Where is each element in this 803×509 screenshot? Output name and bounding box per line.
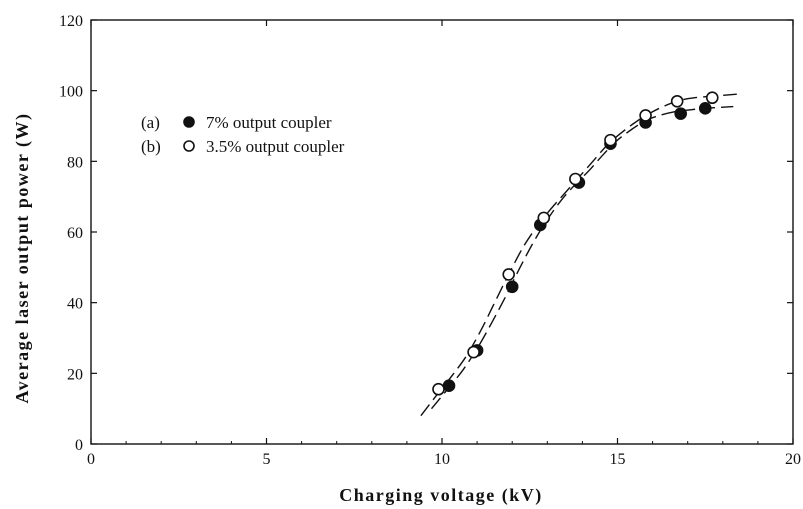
plot-frame: [90, 19, 794, 445]
data-point-a: [505, 280, 519, 294]
x-tick-label: 20: [785, 451, 801, 468]
plot-border: [90, 19, 794, 445]
data-point-a: [442, 379, 456, 393]
y-tick-label: 60: [67, 225, 83, 242]
data-point-b: [569, 172, 582, 186]
data-point-a: [698, 102, 712, 115]
y-tick-label: 40: [67, 296, 83, 313]
data-point-b: [604, 133, 617, 147]
data-points: [432, 91, 719, 396]
legend-marker: [183, 140, 195, 152]
data-point-b: [670, 94, 684, 108]
legend-tag: (b): [141, 137, 161, 156]
x-axis-label: Charging voltage (kV): [339, 485, 543, 506]
y-tick-label: 0: [75, 437, 83, 454]
x-tick-label: 0: [87, 451, 95, 468]
data-point-a: [674, 107, 687, 120]
x-tick-label: 15: [610, 451, 626, 468]
y-tick-label: 120: [59, 13, 83, 30]
y-tick-label: 20: [67, 366, 83, 383]
legend-label: 7% output coupler: [206, 113, 332, 132]
data-point-b: [467, 345, 480, 359]
x-tick-label: 10: [434, 451, 450, 468]
y-tick-label: 100: [59, 84, 83, 101]
axis-ticks: 0 5 10 15 20 0 20 40 60 80 100 120: [59, 13, 801, 468]
y-axis-label: Average laser output power (W): [12, 113, 33, 404]
fit-curve-b: [420, 93, 737, 417]
legend-label: 3.5% output coupler: [206, 137, 345, 156]
x-tick-label: 5: [263, 451, 271, 468]
fit-curve-a: [430, 105, 734, 410]
data-point-b: [639, 109, 652, 122]
data-point-b: [432, 382, 445, 396]
legend-marker: [183, 116, 195, 128]
legend: (a) 7% output coupler (b) 3.5% output coupl…: [141, 113, 345, 156]
data-point-b: [502, 268, 515, 281]
legend-tag: (a): [141, 113, 160, 132]
fit-curves: [420, 93, 737, 417]
data-point-b: [537, 211, 551, 225]
y-tick-label: 80: [67, 154, 83, 171]
data-point-b: [705, 91, 719, 105]
